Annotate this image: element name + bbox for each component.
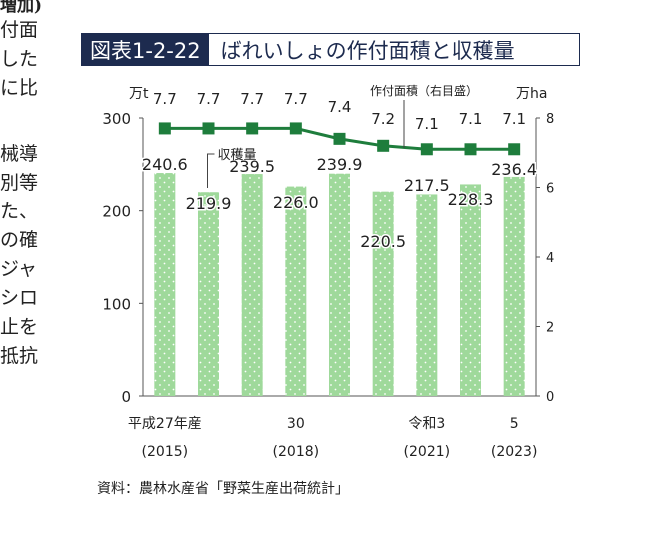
harvest-value-label: 240.6 <box>142 155 188 174</box>
area-value-label: 7.7 <box>284 90 308 108</box>
area-point <box>464 143 477 156</box>
chart-number: 図表1-2-22 <box>82 34 209 65</box>
harvest-value-label: 220.5 <box>360 232 406 251</box>
area-value-label: 7.7 <box>240 90 264 108</box>
harvest-value-label: 228.3 <box>448 190 494 209</box>
side-text-line: 械導 <box>0 142 39 165</box>
area-point <box>420 143 433 156</box>
side-text-line: した <box>0 47 39 70</box>
harvest-bar <box>154 173 176 396</box>
area-point <box>246 122 259 135</box>
harvest-series-label: 収穫量 <box>218 148 257 163</box>
harvest-bar <box>285 186 307 396</box>
y-right-tick-label: 2 <box>546 321 554 336</box>
harvest-bar <box>460 184 481 396</box>
area-value-label: 7.7 <box>153 90 177 108</box>
side-text-line: た、 <box>0 200 39 223</box>
chart-title: ばれいしょの作付面積と収穫量 <box>220 38 515 63</box>
harvest-value-label: 217.5 <box>404 176 450 195</box>
chart-title-box: 図表1-2-22 ばれいしょの作付面積と収穫量 <box>81 33 580 66</box>
y-right-tick-label: 4 <box>546 251 554 266</box>
y-right-tick-label: 8 <box>546 112 554 127</box>
side-text-line: シロ <box>0 287 39 309</box>
area-point <box>202 122 215 135</box>
area-point <box>377 139 390 152</box>
harvest-bar <box>241 174 263 396</box>
side-text-line: 増加) <box>0 0 43 16</box>
harvest-value-label: 236.4 <box>491 160 537 179</box>
side-text-line: 別等 <box>0 171 39 194</box>
area-point <box>158 122 171 135</box>
x-tick-label-year: (2021) <box>404 444 451 460</box>
side-text-line: に比 <box>0 76 39 99</box>
area-point <box>508 143 521 156</box>
x-tick-label-year: (2023) <box>491 444 538 460</box>
harvest-bar <box>503 176 525 396</box>
x-tick-label-year: (2015) <box>142 444 189 460</box>
x-tick-label-year: (2018) <box>273 444 320 460</box>
area-point <box>289 122 302 135</box>
x-tick-label: 令和3 <box>408 416 445 432</box>
harvest-bar <box>329 173 350 396</box>
harvest-bar <box>198 192 219 396</box>
source-note: 資料：農林水産省「野菜生産出荷統計」 <box>97 481 349 497</box>
area-value-label: 7.1 <box>415 115 439 133</box>
y-left-tick-label: 300 <box>102 110 131 128</box>
harvest-callout-line <box>207 153 215 188</box>
harvest-bar <box>372 191 394 396</box>
side-text-line: ジャ <box>0 258 38 281</box>
side-text-line: 抵抗 <box>0 344 39 367</box>
area-value-label: 7.7 <box>197 90 221 108</box>
harvest-value-label: 219.9 <box>186 194 232 213</box>
area-value-label: 7.1 <box>502 110 526 128</box>
harvest-value-label: 239.9 <box>317 155 363 174</box>
side-text-column: 増加) 付面 した に比 械導 別等 た、 の確 ジャ シロ 止を 抵抗 <box>0 0 48 371</box>
area-point <box>333 132 346 145</box>
harvest-value-label: 239.5 <box>229 157 275 176</box>
side-text-line: の確 <box>0 229 39 252</box>
area-value-label: 7.4 <box>328 98 352 116</box>
area-series-label: 作付面積（右目盛） <box>370 83 478 98</box>
y-left-tick-label: 200 <box>102 203 131 221</box>
y-right-tick-label: 6 <box>546 182 554 197</box>
x-tick-label: 平成27年産 <box>128 416 202 432</box>
area-value-label: 7.2 <box>371 110 395 128</box>
side-text-line: 付面 <box>0 19 39 41</box>
area-value-label: 7.1 <box>459 110 483 128</box>
y-right-unit: 万ha <box>516 86 547 102</box>
y-right-tick-label: 0 <box>546 390 554 405</box>
y-left-unit: 万t <box>129 86 149 102</box>
x-tick-label: 30 <box>287 416 305 432</box>
harvest-value-label: 226.0 <box>273 193 319 212</box>
x-tick-label: 5 <box>510 416 519 432</box>
y-left-tick-label: 100 <box>102 295 131 313</box>
side-text-line: 止を <box>0 315 39 338</box>
harvest-bar <box>416 194 438 396</box>
y-left-tick-label: 0 <box>121 388 131 406</box>
